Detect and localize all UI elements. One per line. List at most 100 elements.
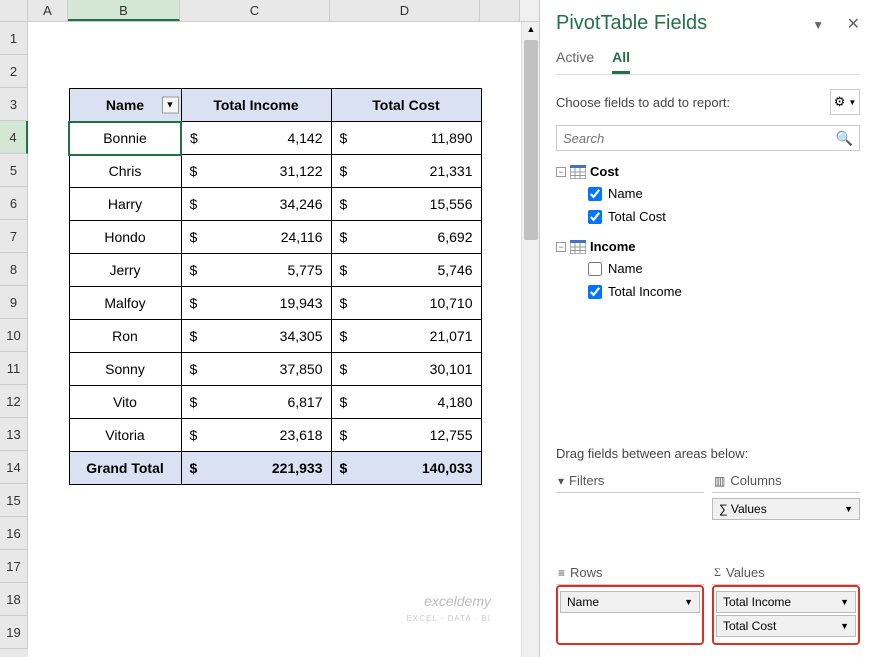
col-header-B[interactable]: B bbox=[68, 0, 180, 21]
columns-area[interactable]: ▥Columns ∑ Values▼ bbox=[712, 469, 860, 553]
close-icon[interactable]: ✕ bbox=[847, 16, 860, 33]
cells-area[interactable]: Name▼Total IncomeTotal Cost Bonnie$4,142… bbox=[28, 22, 539, 657]
row-header-19[interactable]: 19 bbox=[0, 616, 28, 649]
row-header-11[interactable]: 11 bbox=[0, 352, 28, 385]
rows-area[interactable]: ≡Rows Name▼ bbox=[556, 561, 704, 645]
scroll-up-arrow[interactable]: ▲ bbox=[524, 24, 538, 38]
values-area[interactable]: ΣValues Total Income▼Total Cost▼ bbox=[712, 561, 860, 645]
watermark-sub: EXCEL · DATA · BI bbox=[407, 614, 491, 623]
pivot-cell[interactable]: $34,246 bbox=[181, 188, 331, 221]
field-item[interactable]: Name bbox=[556, 182, 860, 205]
pivot-cell[interactable]: $19,943 bbox=[181, 287, 331, 320]
gear-icon: ⚙ bbox=[834, 94, 846, 110]
group-name: Cost bbox=[590, 164, 619, 179]
pivot-cell[interactable]: $11,890 bbox=[331, 122, 481, 155]
row-header-4[interactable]: 4 bbox=[0, 121, 28, 154]
pivot-cell[interactable]: $23,618 bbox=[181, 419, 331, 452]
col-header-C[interactable]: C bbox=[180, 0, 330, 21]
area-item[interactable]: Name▼ bbox=[560, 591, 700, 613]
select-all-corner[interactable] bbox=[0, 0, 28, 21]
pivot-cell[interactable]: $6,817 bbox=[181, 386, 331, 419]
field-checkbox[interactable] bbox=[588, 262, 602, 276]
row-header-5[interactable]: 5 bbox=[0, 154, 28, 187]
field-item[interactable]: Total Income bbox=[556, 280, 860, 303]
pivot-name-cell[interactable]: Ron bbox=[69, 320, 181, 353]
row-header-6[interactable]: 6 bbox=[0, 187, 28, 220]
pivot-name-cell[interactable]: Harry bbox=[69, 188, 181, 221]
chevron-down-icon[interactable]: ▼ bbox=[844, 504, 853, 514]
pivot-cell[interactable]: $31,122 bbox=[181, 155, 331, 188]
pivot-name-cell[interactable]: Vito bbox=[69, 386, 181, 419]
pivot-cell[interactable]: $12,755 bbox=[331, 419, 481, 452]
pivot-name-cell[interactable]: Jerry bbox=[69, 254, 181, 287]
grand-total-label: Grand Total bbox=[69, 452, 181, 485]
pivot-cell[interactable]: $37,850 bbox=[181, 353, 331, 386]
filters-label: Filters bbox=[569, 473, 604, 488]
filters-area[interactable]: ▾ Filters bbox=[556, 469, 704, 553]
field-item[interactable]: Total Cost bbox=[556, 205, 860, 228]
pivot-cell[interactable]: $6,692 bbox=[331, 221, 481, 254]
group-header[interactable]: − Cost bbox=[556, 161, 860, 182]
chevron-down-icon[interactable]: ▼ bbox=[684, 597, 693, 607]
row-header-17[interactable]: 17 bbox=[0, 550, 28, 583]
pivot-cell[interactable]: $15,556 bbox=[331, 188, 481, 221]
pivot-cell[interactable]: $30,101 bbox=[331, 353, 481, 386]
filter-dropdown-button[interactable]: ▼ bbox=[162, 96, 179, 113]
pivot-cell[interactable]: $140,033 bbox=[331, 452, 481, 485]
chevron-down-icon[interactable]: ▼ bbox=[840, 597, 849, 607]
pivot-name-cell[interactable]: Vitoria bbox=[69, 419, 181, 452]
col-header-D[interactable]: D bbox=[330, 0, 480, 21]
area-item[interactable]: Total Income▼ bbox=[716, 591, 856, 613]
pivot-name-cell[interactable]: Hondo bbox=[69, 221, 181, 254]
field-checkbox[interactable] bbox=[588, 285, 602, 299]
row-header-15[interactable]: 15 bbox=[0, 484, 28, 517]
collapse-icon[interactable]: − bbox=[556, 167, 566, 177]
search-input[interactable] bbox=[563, 131, 836, 146]
row-header-18[interactable]: 18 bbox=[0, 583, 28, 616]
area-item[interactable]: ∑ Values▼ bbox=[712, 498, 860, 520]
pivot-name-cell[interactable]: Bonnie bbox=[69, 122, 181, 155]
search-box[interactable]: 🔍 bbox=[556, 125, 860, 151]
pivot-cell[interactable]: $10,710 bbox=[331, 287, 481, 320]
pivot-name-cell[interactable]: Sonny bbox=[69, 353, 181, 386]
pivot-cell[interactable]: $4,180 bbox=[331, 386, 481, 419]
tab-active[interactable]: Active bbox=[556, 49, 594, 74]
row-header-12[interactable]: 12 bbox=[0, 385, 28, 418]
row-header-2[interactable]: 2 bbox=[0, 55, 28, 88]
row-header-9[interactable]: 9 bbox=[0, 286, 28, 319]
row-header-7[interactable]: 7 bbox=[0, 220, 28, 253]
pivot-cell[interactable]: $4,142 bbox=[181, 122, 331, 155]
pivot-cell[interactable]: $21,071 bbox=[331, 320, 481, 353]
group-header[interactable]: −Income bbox=[556, 236, 860, 257]
gear-button[interactable]: ⚙▼ bbox=[830, 89, 860, 115]
collapse-icon[interactable]: − bbox=[556, 242, 566, 252]
vertical-scrollbar[interactable]: ▲ bbox=[521, 22, 539, 657]
pivot-cell[interactable]: $21,331 bbox=[331, 155, 481, 188]
field-checkbox[interactable] bbox=[588, 210, 602, 224]
filter-icon: ▾ bbox=[558, 474, 564, 488]
pivot-name-cell[interactable]: Chris bbox=[69, 155, 181, 188]
tab-all[interactable]: All bbox=[612, 49, 630, 74]
col-header-A[interactable]: A bbox=[28, 0, 68, 21]
field-item[interactable]: Name bbox=[556, 257, 860, 280]
field-checkbox[interactable] bbox=[588, 187, 602, 201]
pivot-name-cell[interactable]: Malfoy bbox=[69, 287, 181, 320]
pivot-cell[interactable]: $221,933 bbox=[181, 452, 331, 485]
row-header-13[interactable]: 13 bbox=[0, 418, 28, 451]
row-header-14[interactable]: 14 bbox=[0, 451, 28, 484]
pivot-cell[interactable]: $34,305 bbox=[181, 320, 331, 353]
scroll-thumb[interactable] bbox=[524, 40, 538, 240]
col-header-rest[interactable] bbox=[480, 0, 520, 21]
row-header-3[interactable]: 3 bbox=[0, 88, 28, 121]
row-header-16[interactable]: 16 bbox=[0, 517, 28, 550]
area-item[interactable]: Total Cost▼ bbox=[716, 615, 856, 637]
row-header-10[interactable]: 10 bbox=[0, 319, 28, 352]
row-header-1[interactable]: 1 bbox=[0, 22, 28, 55]
table-row: Harry$34,246$15,556 bbox=[69, 188, 481, 221]
chevron-down-icon[interactable]: ▼ bbox=[840, 621, 849, 631]
pivot-cell[interactable]: $24,116 bbox=[181, 221, 331, 254]
pivot-cell[interactable]: $5,775 bbox=[181, 254, 331, 287]
pivot-cell[interactable]: $5,746 bbox=[331, 254, 481, 287]
row-header-8[interactable]: 8 bbox=[0, 253, 28, 286]
panel-dropdown-icon[interactable]: ▼ bbox=[812, 18, 824, 32]
